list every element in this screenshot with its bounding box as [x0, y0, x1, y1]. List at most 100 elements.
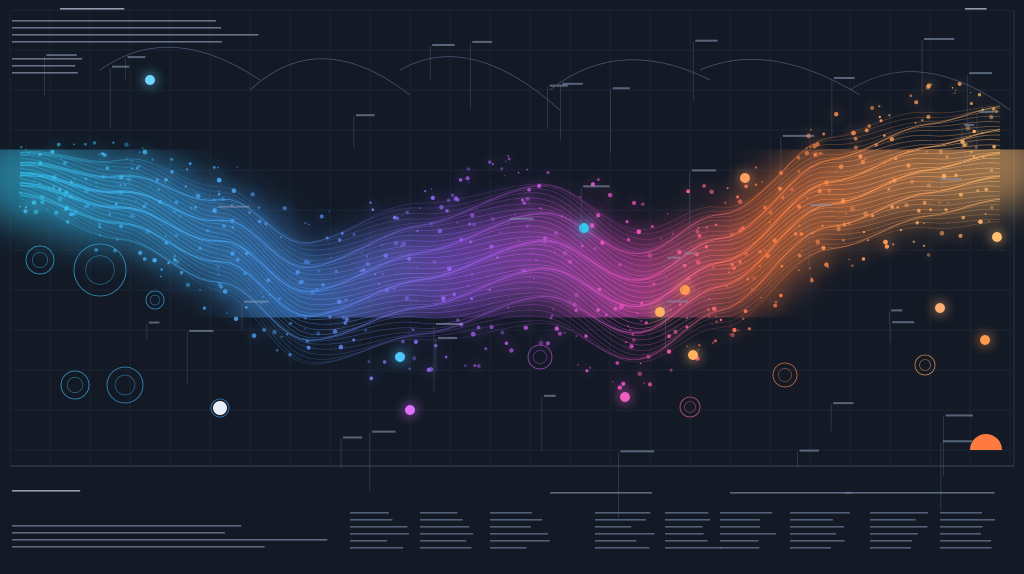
strand: [19, 106, 1001, 244]
particle: [381, 272, 384, 275]
particle: [509, 348, 514, 353]
particle: [899, 228, 903, 232]
text-line: [12, 20, 217, 22]
particle: [808, 267, 811, 270]
strand: [19, 174, 1001, 316]
particle: [672, 232, 675, 235]
particle: [870, 106, 875, 110]
particle: [822, 153, 824, 155]
particle: [57, 187, 62, 192]
particle: [50, 149, 55, 154]
particle: [824, 180, 829, 185]
particle: [195, 192, 197, 194]
particle: [793, 232, 798, 236]
particle: [412, 328, 415, 332]
text-line: [12, 539, 328, 541]
label-stub: [355, 114, 375, 117]
particle: [646, 354, 651, 359]
label-stub: [189, 329, 214, 332]
particle: [374, 273, 377, 276]
text-line: [790, 526, 844, 528]
text-line: [665, 533, 704, 535]
particle: [470, 331, 476, 337]
strand: [19, 152, 1001, 293]
ring: [73, 243, 127, 297]
particle: [106, 188, 108, 190]
particle: [719, 318, 723, 322]
text-line: [665, 540, 708, 542]
particle: [799, 232, 804, 236]
particle: [962, 143, 967, 148]
label-stub: [562, 82, 583, 85]
particle: [222, 224, 226, 228]
particle: [167, 261, 170, 265]
particle: [984, 213, 987, 215]
text-line: [720, 526, 761, 528]
text-line: [490, 540, 550, 542]
label-stub: [684, 252, 696, 255]
particle: [706, 308, 711, 312]
particle: [145, 229, 151, 234]
arc: [699, 59, 861, 96]
particle: [444, 355, 448, 359]
particle: [369, 201, 372, 204]
text-line: [720, 533, 776, 535]
ring: [114, 374, 136, 396]
label-stub: [472, 40, 493, 43]
particle: [179, 271, 184, 275]
text-line: [12, 532, 225, 534]
particle: [774, 300, 778, 304]
particle: [222, 219, 224, 222]
particle: [231, 188, 237, 193]
ring: [914, 354, 936, 376]
particle: [28, 152, 30, 154]
particle: [842, 239, 845, 242]
particle: [574, 293, 579, 298]
particle: [458, 178, 463, 182]
particle: [759, 265, 761, 268]
text-line: [595, 526, 632, 528]
text-line: [350, 512, 389, 514]
particle: [92, 141, 97, 145]
particle: [931, 83, 933, 86]
strand: [19, 201, 1001, 365]
particle: [101, 175, 106, 179]
particle: [597, 178, 600, 181]
particle: [216, 166, 219, 169]
ring: [527, 344, 553, 370]
particle: [625, 341, 627, 343]
particle: [517, 171, 520, 174]
particle: [116, 238, 119, 241]
glow-path: [0, 118, 1024, 349]
particle: [773, 303, 778, 308]
particle: [960, 139, 965, 144]
particle: [243, 271, 247, 275]
particle: [344, 317, 349, 322]
ring: [213, 401, 227, 415]
particle: [666, 212, 669, 215]
particle: [744, 184, 748, 189]
particle: [543, 241, 547, 245]
particle: [851, 130, 856, 136]
particle: [984, 187, 988, 192]
particle: [697, 349, 700, 351]
particle: [174, 259, 180, 264]
ring: [533, 350, 547, 364]
particle: [939, 230, 945, 236]
particle: [991, 107, 996, 111]
particle: [981, 108, 984, 111]
particle: [994, 109, 998, 114]
label-stub: [892, 321, 915, 324]
particle: [424, 190, 427, 193]
particle: [186, 168, 189, 171]
label-stub: [667, 256, 680, 259]
particle: [695, 229, 700, 234]
particle: [332, 329, 338, 334]
particle: [714, 223, 718, 226]
particle: [600, 240, 605, 245]
particle: [585, 369, 589, 373]
particle: [819, 186, 821, 189]
particle: [290, 322, 293, 324]
particle: [815, 239, 821, 245]
